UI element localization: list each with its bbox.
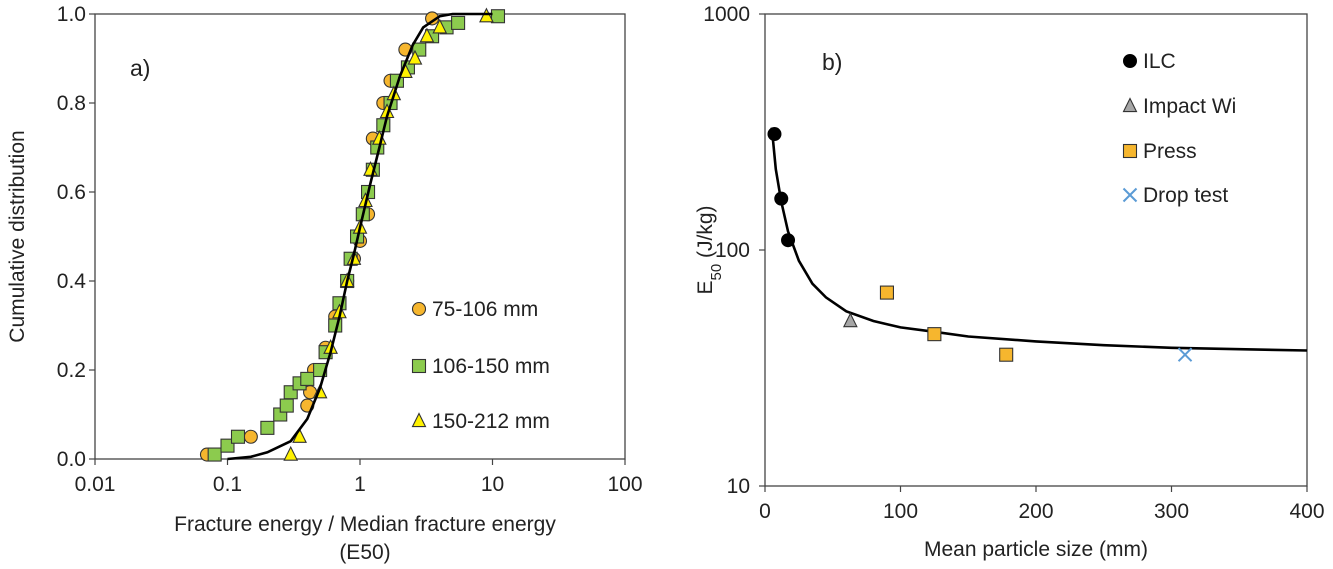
x-axis-label-line2: (E50) xyxy=(339,541,390,564)
x-axis-label: Fracture energy / Median fracture energy xyxy=(174,513,556,536)
x-tick-label: 1 xyxy=(354,473,366,496)
data-point xyxy=(407,49,423,65)
legend-marker xyxy=(1122,97,1138,113)
x-tick-label: 100 xyxy=(883,500,918,523)
legend-label: 75-106 mm xyxy=(432,298,538,321)
series-3 xyxy=(1177,347,1193,362)
data-point xyxy=(451,15,466,30)
data-point xyxy=(243,429,258,444)
y-tick-label: 100 xyxy=(715,239,750,262)
y-axis-label-unit: (J/kg) xyxy=(694,205,717,263)
y-tick-label: 0.2 xyxy=(57,359,86,382)
legend-label: Press xyxy=(1143,140,1197,163)
data-point xyxy=(279,398,294,413)
y-tick-label: 0.0 xyxy=(57,448,86,471)
x-tick-label: 100 xyxy=(607,473,642,496)
x-tick-label: 200 xyxy=(1018,500,1053,523)
data-point xyxy=(283,445,299,461)
data-point xyxy=(927,327,942,342)
data-point xyxy=(260,420,275,435)
data-point xyxy=(220,438,235,453)
plot-frame xyxy=(764,13,1308,487)
y-axis-label-main: E xyxy=(694,281,717,295)
panel-label: b) xyxy=(822,49,842,75)
legend-marker xyxy=(411,412,427,428)
fit-curve xyxy=(227,12,493,461)
legend: ILC Impact Wi Press Drop test xyxy=(1122,50,1236,207)
data-point xyxy=(1177,347,1193,362)
data-point xyxy=(432,18,448,34)
panel-label: a) xyxy=(130,55,150,81)
x-marker-stroke xyxy=(1177,347,1193,362)
legend-label: 106-150 mm xyxy=(432,355,550,378)
legend: 75-106 mm 106-150 mm 150-212 mm xyxy=(411,298,550,433)
data-point xyxy=(774,191,789,206)
fit-curve xyxy=(770,127,1308,352)
x-axis-label: Mean particle size (mm) xyxy=(924,538,1148,561)
panel-a: 0.0 0.2 0.4 0.6 0.8 1.0 0.01 0.1 1 10 100 a) Fractur… xyxy=(6,3,643,564)
x-tick-label: 300 xyxy=(1154,500,1189,523)
x-tick-label: 400 xyxy=(1289,500,1324,523)
data-point xyxy=(230,429,246,444)
data-point xyxy=(842,312,858,328)
data-point xyxy=(419,27,435,43)
legend-marker xyxy=(1123,54,1137,68)
series-1 xyxy=(207,9,506,462)
y-tick-label: 1.0 xyxy=(57,3,86,26)
y-tick-label: 10 xyxy=(727,475,750,498)
x-tick-label: 0.1 xyxy=(213,473,242,496)
legend-label: 150-212 mm xyxy=(432,410,550,433)
legend-marker xyxy=(1122,187,1138,203)
x-marker-stroke xyxy=(1122,187,1138,203)
data-point xyxy=(292,428,307,443)
data-point xyxy=(767,127,782,142)
y-axis-label: Cumulative distribution xyxy=(6,130,29,342)
panel-b: 10 100 1000 0 100 200 300 400 b) Mean particle si… xyxy=(694,3,1325,561)
data-point xyxy=(300,371,315,386)
legend-label: Drop test xyxy=(1143,184,1228,207)
legend-marker xyxy=(411,358,427,374)
x-tick-label: 10 xyxy=(481,473,504,496)
legend-marker xyxy=(1122,143,1138,159)
data-point xyxy=(490,9,506,24)
data-point xyxy=(999,347,1014,362)
data-point xyxy=(781,233,796,248)
series-0 xyxy=(767,127,796,248)
y-tick-label: 0.6 xyxy=(57,181,86,204)
y-tick-label: 0.8 xyxy=(57,92,86,115)
data-point xyxy=(207,447,222,462)
x-tick-label: 0 xyxy=(759,500,771,523)
data-point xyxy=(879,285,895,300)
legend-marker xyxy=(411,301,427,317)
x-tick-label: 0.01 xyxy=(75,473,116,496)
legend-label: Impact Wi xyxy=(1143,95,1236,118)
y-axis-label: E50 (J/kg) xyxy=(694,205,725,294)
y-axis-label-subscript: 50 xyxy=(708,264,725,281)
y-tick-label: 0.4 xyxy=(57,270,87,293)
legend-label: ILC xyxy=(1143,50,1176,73)
y-tick-label: 1000 xyxy=(703,3,750,26)
series-1 xyxy=(842,312,858,328)
series-2 xyxy=(879,285,1014,362)
